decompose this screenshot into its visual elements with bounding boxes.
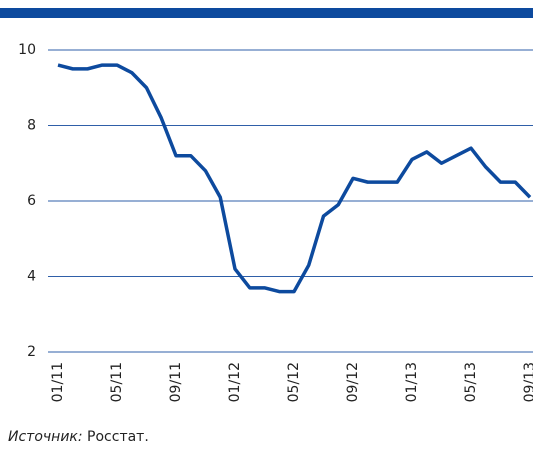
x-tick-label: 09/12 <box>345 362 361 402</box>
x-tick-label: 01/13 <box>404 362 420 402</box>
header-bar <box>0 8 533 18</box>
y-tick-label: 8 <box>27 118 36 134</box>
x-tick-label: 01/12 <box>227 362 243 402</box>
source-text: Росстат. <box>87 429 149 445</box>
x-tick-label: 01/11 <box>50 362 66 402</box>
y-tick-label: 10 <box>18 42 36 58</box>
x-tick-label: 09/13 <box>522 362 533 402</box>
source-note: Источник: Росстат. <box>8 429 149 445</box>
x-tick-label: 05/13 <box>463 362 479 402</box>
x-tick-label: 09/11 <box>168 362 184 402</box>
y-tick-label: 2 <box>27 344 36 360</box>
x-tick-label: 05/12 <box>286 362 302 402</box>
x-tick-label: 05/11 <box>109 362 125 402</box>
data-line <box>57 63 532 294</box>
y-tick-label: 4 <box>27 269 36 285</box>
source-label: Источник: <box>8 429 83 445</box>
y-tick-label: 6 <box>27 193 36 209</box>
